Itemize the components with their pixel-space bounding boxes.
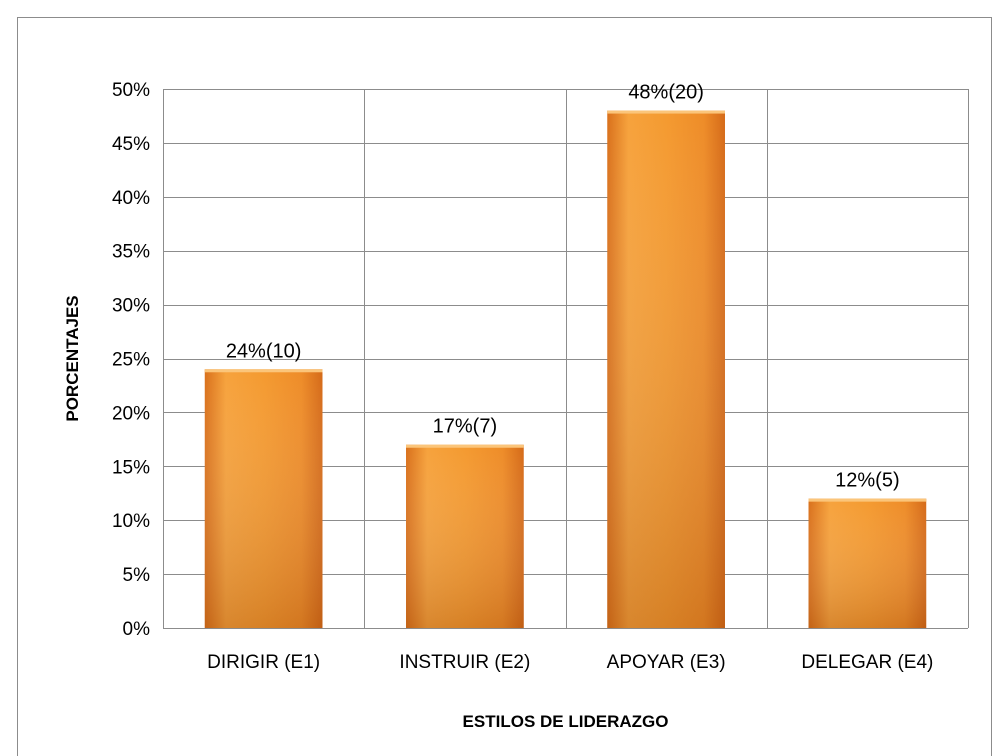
y-axis-ticks: 0% 5% 10% 15% 20% 25% 30% 35% 40% 45% 50% [112, 80, 150, 640]
bar-3 [607, 110, 725, 628]
x-axis-title: ESTILOS DE LIDERAZGO [463, 712, 669, 731]
bar-shade [406, 444, 524, 628]
bar-2 [406, 444, 524, 628]
x-category-label: INSTRUIR (E2) [399, 652, 530, 673]
y-tick-label: 10% [112, 511, 150, 532]
y-tick-label: 20% [112, 403, 150, 424]
bar-1 [204, 369, 323, 628]
bars [204, 110, 927, 628]
bar-top-highlight [808, 498, 927, 502]
y-tick-label: 40% [112, 188, 150, 209]
chart-frame [17, 17, 992, 756]
bar-top-highlight [406, 444, 524, 448]
y-tick-label: 50% [112, 80, 150, 101]
bar-data-label: 12%(5) [835, 470, 899, 492]
y-axis-title: PORCENTAJES [63, 295, 82, 421]
y-tick-label: 30% [112, 296, 150, 317]
y-tick-label: 0% [123, 619, 151, 640]
bar-top-highlight [204, 369, 323, 373]
bar-top-highlight [607, 110, 725, 114]
y-tick-label: 25% [112, 350, 150, 371]
bar-data-label: 24%(10) [226, 340, 302, 362]
y-tick-label: 5% [123, 565, 151, 586]
y-tick-label: 35% [112, 242, 150, 263]
x-category-label: APOYAR (E3) [607, 652, 726, 673]
bar-shade [808, 498, 927, 628]
x-category-label: DELEGAR (E4) [801, 652, 933, 673]
y-tick-label: 15% [112, 457, 150, 478]
data-labels: 24%(10) 17%(7) 48%(20) 12%(5) [226, 82, 900, 492]
x-axis-categories: DIRIGIR (E1) INSTRUIR (E2) APOYAR (E3) DELE… [207, 652, 933, 673]
y-tick-label: 45% [112, 134, 150, 155]
bar-shade [607, 110, 725, 628]
bar-data-label: 17%(7) [433, 416, 497, 438]
bar-shade [204, 369, 323, 628]
bar-4 [808, 498, 927, 628]
bar-data-label: 48%(20) [628, 82, 704, 104]
x-category-label: DIRIGIR (E1) [207, 652, 320, 673]
